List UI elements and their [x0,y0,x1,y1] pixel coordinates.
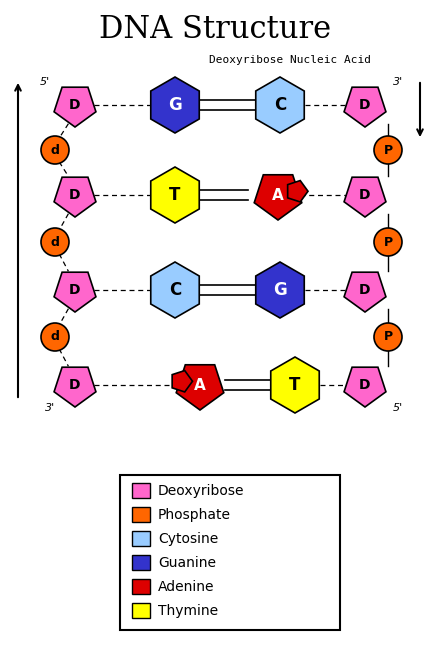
Text: Cytosine: Cytosine [158,532,218,546]
Text: D: D [69,283,80,297]
Polygon shape [287,181,307,202]
Text: T: T [169,186,180,204]
Polygon shape [270,357,319,413]
Text: Deoxyribose Nucleic Acid: Deoxyribose Nucleic Acid [209,55,370,65]
Text: d: d [50,330,59,343]
Text: C: C [169,281,181,299]
Text: d: d [50,143,59,157]
Text: D: D [69,98,80,112]
Polygon shape [255,77,304,133]
Bar [132,483,150,498]
Text: Thymine: Thymine [158,604,218,618]
Circle shape [41,323,69,351]
Polygon shape [150,77,199,133]
Text: Adenine: Adenine [158,580,214,594]
Text: Phosphate: Phosphate [158,508,230,522]
Text: Deoxyribose: Deoxyribose [158,484,244,498]
Polygon shape [54,367,96,407]
Polygon shape [150,262,199,318]
Text: D: D [359,188,370,202]
Circle shape [373,323,401,351]
Text: d: d [50,235,59,248]
Polygon shape [150,167,199,223]
Text: Guanine: Guanine [158,556,215,570]
Polygon shape [54,177,96,217]
Polygon shape [54,272,96,312]
Polygon shape [54,87,96,127]
Text: D: D [69,188,80,202]
Text: P: P [383,330,392,343]
Text: G: G [168,96,181,114]
Bar [132,579,150,594]
Text: D: D [69,378,80,392]
Circle shape [373,228,401,256]
Text: D: D [359,283,370,297]
Text: P: P [383,235,392,248]
Polygon shape [176,365,223,410]
Text: DNA Structure: DNA Structure [99,14,331,45]
Text: P: P [383,143,392,157]
Polygon shape [343,87,385,127]
Polygon shape [343,272,385,312]
Text: 3': 3' [45,403,55,413]
Circle shape [41,136,69,164]
Polygon shape [255,262,304,318]
Text: 5': 5' [40,77,50,87]
Text: G: G [273,281,286,299]
Text: A: A [271,187,283,202]
Bar [132,507,150,522]
Polygon shape [254,175,301,220]
Bar [132,531,150,546]
Bar [120,475,339,630]
Text: A: A [194,378,206,393]
Text: C: C [273,96,286,114]
Polygon shape [343,177,385,217]
Circle shape [41,228,69,256]
Text: 5': 5' [392,403,402,413]
Polygon shape [343,367,385,407]
Bar [132,603,150,618]
Text: D: D [359,378,370,392]
Bar [132,555,150,570]
Circle shape [373,136,401,164]
Text: 3': 3' [392,77,402,87]
Polygon shape [172,371,192,392]
Text: D: D [359,98,370,112]
Text: T: T [289,376,300,394]
